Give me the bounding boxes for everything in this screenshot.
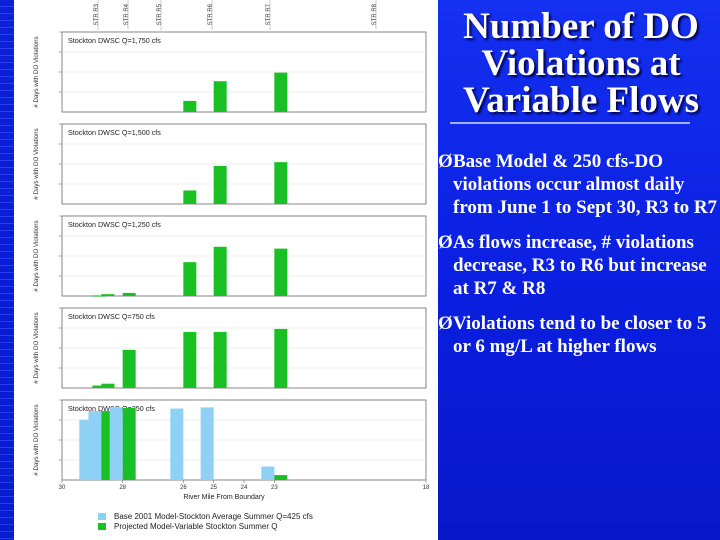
- legend-swatch-base: [98, 513, 106, 520]
- y-axis-label: # Days with DO Violations: [33, 128, 40, 199]
- bullet-text: Base Model & 250 cfs-DO violations occur…: [453, 151, 718, 218]
- bar-projected: [183, 262, 197, 296]
- legend-swatch-projected: [98, 523, 106, 530]
- legend-label-projected: Projected Model-Variable Stockton Summer…: [114, 522, 277, 531]
- x-axis-label: River Mile From Boundary: [183, 494, 265, 501]
- bar-base: [109, 407, 123, 480]
- bar-projected: [213, 165, 227, 204]
- panel-title: Stockton DWSC Q=1,250 cfs: [68, 220, 161, 229]
- panel-title: Stockton DWSC Q=750 cfs: [68, 312, 155, 321]
- bar-projected: [101, 383, 115, 388]
- x-tick-label: 23: [271, 485, 278, 491]
- reach-label: STR R5: [157, 3, 163, 25]
- slide-title: Number of DO Violations at Variable Flow…: [445, 8, 717, 119]
- bullet-item: Ø As flows increase, # violations decrea…: [438, 231, 718, 300]
- bar-base: [261, 466, 275, 480]
- bar-projected: [274, 248, 288, 296]
- bar-projected: [274, 475, 288, 480]
- legend-label-base: Base 2001 Model-Stockton Average Summer …: [114, 512, 313, 521]
- bar-base: [200, 407, 214, 480]
- chart-panels-svg: STR R3 STR R4 STR R5 STR R6 STR R7 STR R8 Stoc…: [33, 0, 430, 531]
- x-tick-label: 18: [423, 485, 430, 491]
- chart-figure: STR R3 STR R4 STR R5 STR R6 STR R7 STR R8 Stoc…: [14, 0, 438, 540]
- y-axis-label: # Days with DO Violations: [33, 220, 40, 291]
- panel-title: Stockton DWSC Q=1,500 cfs: [68, 128, 161, 137]
- bullet-text: As flows increase, # violations decrease…: [453, 232, 707, 299]
- x-tick-label: 30: [59, 485, 66, 491]
- title-underline: [450, 122, 690, 124]
- left-decorative-strip: [0, 0, 14, 540]
- bullet-list: Ø Base Model & 250 cfs-DO violations occ…: [438, 150, 718, 370]
- arrow-bullet-icon: Ø: [438, 232, 453, 253]
- arrow-bullet-icon: Ø: [438, 313, 453, 334]
- bar-base: [88, 411, 102, 480]
- y-axis-label: # Days with DO Violations: [33, 312, 40, 383]
- y-axis-label: # Days with DO Violations: [33, 404, 40, 475]
- reach-label: STR R4: [124, 3, 130, 25]
- x-tick-label: 24: [241, 485, 248, 491]
- bar-projected: [274, 328, 288, 388]
- slide-title-text: Number of DO Violations at Variable Flow…: [462, 6, 700, 121]
- bar-projected: [122, 349, 136, 388]
- x-tick-label: 25: [210, 485, 217, 491]
- bar-base: [170, 408, 184, 480]
- bar-projected: [213, 81, 227, 112]
- bar-projected: [213, 246, 227, 296]
- bar-projected: [183, 190, 197, 204]
- bar-projected: [213, 332, 227, 388]
- arrow-bullet-icon: Ø: [438, 151, 453, 172]
- bar-projected: [92, 295, 106, 297]
- reach-label: STR R3: [94, 3, 100, 25]
- x-tick-label: 26: [180, 485, 187, 491]
- bar-projected: [122, 292, 136, 296]
- reach-label: STR R6: [208, 3, 214, 25]
- reach-label: STR R8: [372, 3, 378, 25]
- bar-projected: [274, 162, 288, 204]
- y-axis-label: # Days with DO Violations: [33, 36, 40, 107]
- reach-label: STR R7: [266, 3, 272, 25]
- bar-projected: [274, 72, 288, 112]
- bar-projected: [92, 385, 106, 388]
- bar-projected: [183, 332, 197, 388]
- bullet-item: Ø Violations tend to be closer to 5 or 6…: [438, 312, 718, 358]
- bar-projected: [122, 408, 136, 480]
- bullet-item: Ø Base Model & 250 cfs-DO violations occ…: [438, 150, 718, 219]
- panel-title: Stockton DWSC Q=1,750 cfs: [68, 36, 161, 45]
- bullet-text: Violations tend to be closer to 5 or 6 m…: [453, 313, 707, 357]
- bar-projected: [183, 100, 197, 112]
- bar-projected: [101, 294, 115, 296]
- x-tick-label: 28: [119, 485, 126, 491]
